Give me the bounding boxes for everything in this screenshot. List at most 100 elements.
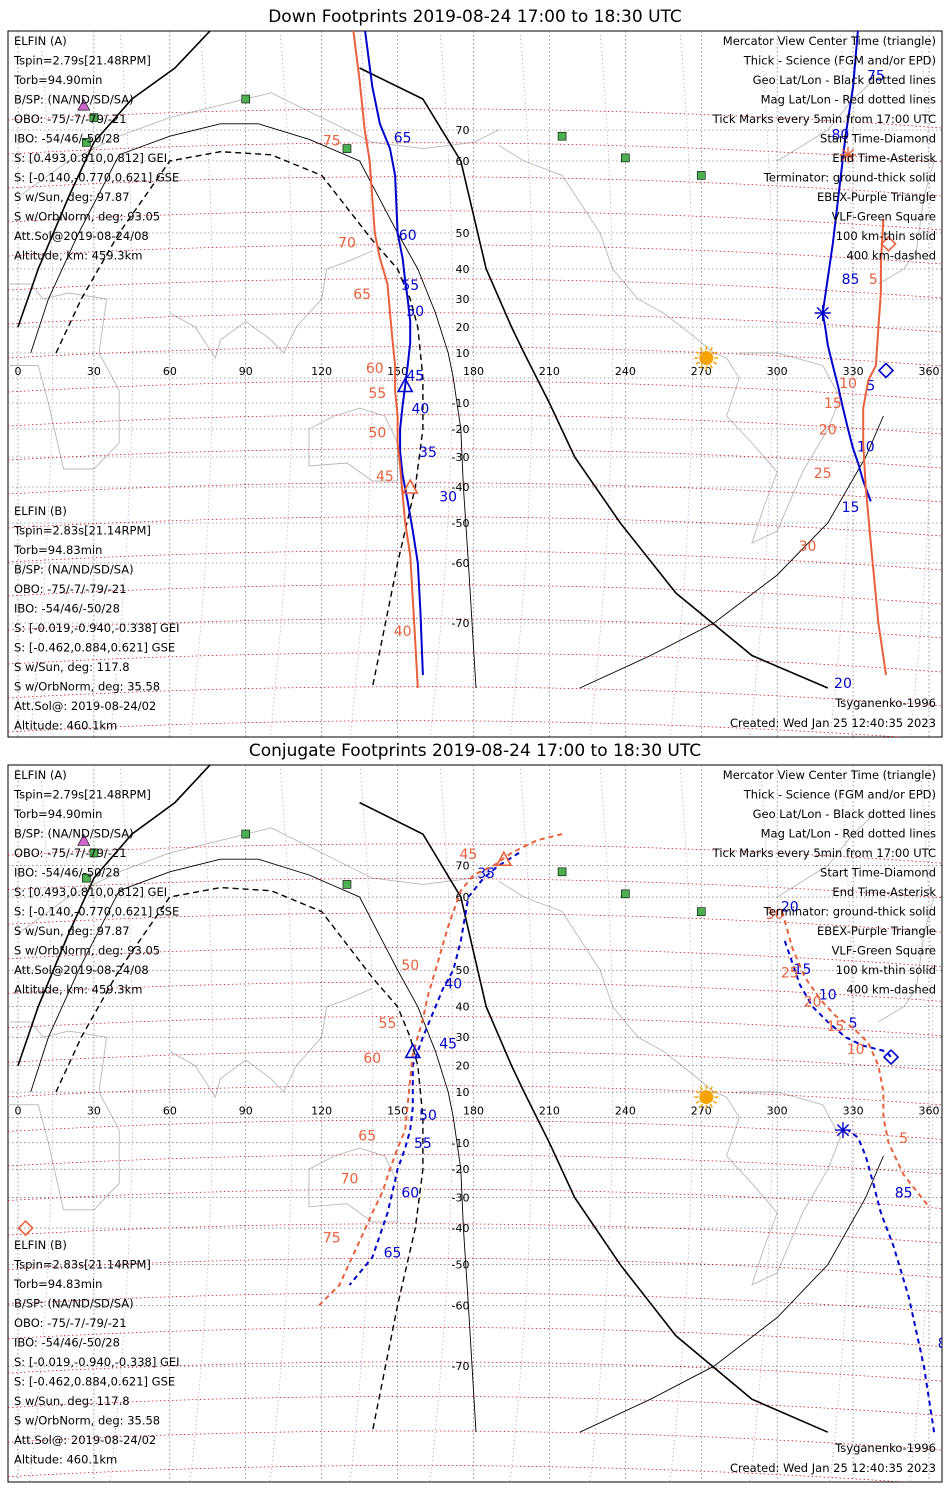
track-time-label: 35 bbox=[419, 445, 437, 461]
lat-tick-label: -50 bbox=[452, 1259, 470, 1272]
terminator-400km bbox=[55, 886, 424, 1433]
model-label: Tsyganenko-1996 bbox=[834, 696, 936, 710]
footprint-track bbox=[847, 1129, 936, 1433]
lat-tick-label: 20 bbox=[456, 1060, 470, 1073]
track-time-label: 25 bbox=[814, 466, 832, 482]
lon-tick-label: 60 bbox=[163, 365, 177, 378]
lon-tick-label: 60 bbox=[163, 1104, 177, 1117]
track-time-label: 15 bbox=[842, 500, 860, 516]
lon-tick-label: 180 bbox=[463, 1104, 484, 1117]
legend-item: Thick - Science (FGM and/or EPD) bbox=[743, 54, 936, 68]
footprint-track bbox=[781, 911, 930, 1208]
lat-tick-label: -30 bbox=[452, 451, 470, 464]
lon-tick-label: 0 bbox=[15, 365, 22, 378]
lat-tick-label: -70 bbox=[452, 1360, 470, 1373]
track-time-label: 85 bbox=[842, 272, 860, 288]
vlf-site-marker bbox=[241, 829, 251, 839]
lat-tick-label: -30 bbox=[452, 1192, 470, 1205]
elfin-a-info-line: Att.Sol@2019-08-24/08 bbox=[14, 963, 149, 977]
lat-tick-label: 70 bbox=[456, 124, 470, 137]
footprint-track bbox=[821, 31, 859, 314]
mag-lon-line bbox=[349, 31, 374, 737]
map-panel-down: Down Footprints 2019-08-24 17:00 to 18:3… bbox=[7, 7, 943, 738]
elfin-b-info-line: S w/OrbNorm, deg: 35.58 bbox=[14, 1414, 160, 1428]
elfin-b-info-line: Altitude: 460.1km bbox=[14, 719, 117, 733]
elfin-a-info-line: S: [0.493,0.810,0.812] GEI bbox=[14, 151, 167, 165]
track-time-label: 75 bbox=[867, 68, 885, 84]
terminator-400km bbox=[55, 150, 424, 689]
vlf-site-marker bbox=[696, 171, 706, 180]
terminator-ground bbox=[359, 801, 829, 1433]
footprint-track bbox=[318, 833, 563, 1307]
track-time-label: 50 bbox=[419, 1108, 437, 1124]
elfin-b-info-line: Torb=94.83min bbox=[13, 543, 102, 557]
satellite-info: ELFIN (A) Tspin=2.79s[21.48RPM] Torb=94.90… bbox=[13, 34, 180, 733]
legend-item: End Time-Asterisk bbox=[832, 885, 936, 899]
track-time-label: 15 bbox=[824, 396, 842, 412]
lon-tick-label: 150 bbox=[387, 1104, 408, 1117]
lon-tick-label: 30 bbox=[87, 1104, 101, 1117]
legend-item: Start Time-Diamond bbox=[820, 866, 936, 880]
lat-tick-label: -60 bbox=[452, 557, 470, 570]
mag-lon-line bbox=[909, 31, 934, 737]
elfin-b-info-line: S w/Sun, deg: 117.8 bbox=[14, 1394, 130, 1408]
lon-tick-label: 360 bbox=[919, 1104, 940, 1117]
legend-item: Tick Marks every 5min from 17:00 UTC bbox=[712, 846, 936, 860]
track-time-label: 25 bbox=[781, 965, 799, 981]
track-time-label: 45 bbox=[406, 369, 424, 385]
center-time-triangle bbox=[401, 478, 419, 494]
track-time-label: 50 bbox=[368, 425, 386, 441]
lon-tick-label: 300 bbox=[767, 365, 788, 378]
legend-item: 400 km-dashed bbox=[846, 249, 936, 263]
legend-item: Mercator View Center Time (triangle) bbox=[723, 34, 936, 48]
track-time-label: 60 bbox=[401, 1186, 419, 1202]
track-time-label: 60 bbox=[399, 228, 417, 244]
lon-tick-label: 240 bbox=[615, 365, 636, 378]
legend-item: End Time-Asterisk bbox=[832, 151, 936, 165]
lat-tick-label: -10 bbox=[452, 1137, 470, 1150]
track-time-label: 45 bbox=[376, 469, 394, 485]
lat-tick-label: 60 bbox=[456, 891, 470, 904]
elfin-b-info-line: IBO: -54/46/-50/28 bbox=[14, 1336, 120, 1350]
end-time-asterisk bbox=[840, 146, 857, 163]
coastline bbox=[878, 896, 935, 1023]
legend: Mercator View Center Time (triangle) Thic… bbox=[712, 768, 937, 997]
coastline bbox=[8, 283, 120, 470]
terminator-100km bbox=[579, 1155, 884, 1433]
lon-tick-label: 330 bbox=[843, 1104, 864, 1117]
vlf-site-marker bbox=[241, 94, 251, 104]
track-time-label: 30 bbox=[799, 539, 817, 555]
elfin-a-info-line: S w/Sun, deg: 97.87 bbox=[14, 190, 130, 204]
terminator-100km bbox=[30, 123, 477, 689]
center-time-triangle bbox=[404, 1042, 422, 1059]
legend-item: 100 km-thin solid bbox=[836, 229, 936, 243]
center-time-triangle bbox=[495, 850, 513, 867]
lon-tick-label: 0 bbox=[15, 1104, 22, 1117]
track-time-label: 20 bbox=[819, 423, 837, 439]
map-panel-conjugate: Conjugate Footprints 2019-08-24 17:00 to… bbox=[7, 741, 943, 1483]
start-time-diamond bbox=[877, 362, 895, 379]
legend: Mercator View Center Time (triangle) Thic… bbox=[712, 34, 937, 263]
elfin-b-info-line: S w/Sun, deg: 117.8 bbox=[14, 660, 130, 674]
elfin-a-info-line: Tspin=2.79s[21.48RPM] bbox=[13, 788, 151, 802]
coastline bbox=[776, 814, 874, 898]
legend-item: 400 km-dashed bbox=[846, 983, 936, 997]
lat-tick-label: -40 bbox=[452, 481, 470, 494]
lon-tick-label: 360 bbox=[919, 365, 940, 378]
vlf-site-marker bbox=[89, 848, 99, 858]
elfin-b-info-line: B/SP: (NA/ND/SD/SA) bbox=[14, 563, 134, 577]
footprint-track bbox=[783, 940, 892, 1058]
lat-tick-label: 60 bbox=[456, 155, 470, 168]
coastline bbox=[17, 827, 500, 934]
mag-lon-line bbox=[429, 31, 454, 737]
map-area: 0 30 60 90 120 150 180 210 240 270 300 330 360706050… bbox=[8, 765, 942, 1482]
track-time-label: 40 bbox=[411, 401, 429, 417]
track-time-label: 30 bbox=[439, 489, 457, 505]
start-time-diamond bbox=[880, 235, 897, 252]
track-time-label: 20 bbox=[804, 995, 822, 1011]
legend-item: 100 km-thin solid bbox=[836, 963, 936, 977]
lat-tick-label: 70 bbox=[456, 860, 470, 873]
elfin-b-info-line: S w/OrbNorm, deg: 35.58 bbox=[14, 680, 160, 694]
elfin-a-info-line: Altitude, km: 459.3km bbox=[14, 983, 142, 997]
track-time-label: 20 bbox=[834, 676, 852, 692]
